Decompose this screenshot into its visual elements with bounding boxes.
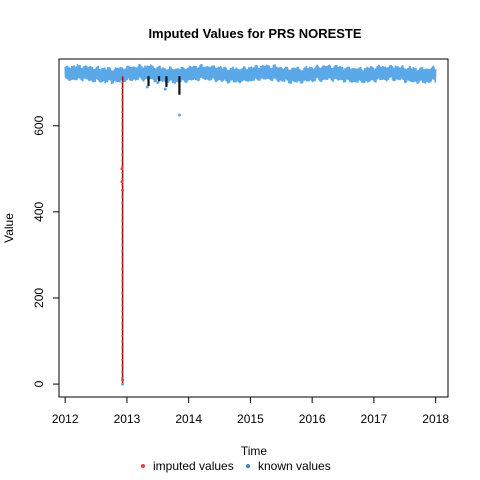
imputed-point [121,87,123,90]
imputed-point [121,153,123,156]
imputed-point [121,208,123,210]
imputed-point [121,298,123,301]
legend-known-label: known values [258,459,331,473]
imputed-point [121,220,123,222]
known-point [163,87,167,91]
imputed-point [121,177,123,180]
imputed-point [121,286,123,289]
imputed-point [121,99,123,102]
known-values-line [64,63,437,85]
imputed-point [121,159,123,162]
imputed-point [121,105,123,108]
imputed-point [121,123,123,126]
imputed-point [121,188,125,192]
imputed-point [121,274,123,276]
imputed-point [121,250,123,252]
imputed-point [121,280,123,282]
imputed-point [121,129,123,132]
chart-title: Imputed Values for PRS NORESTE [148,26,361,41]
imputed-point [121,316,123,319]
legend-imputed-label: imputed values [153,459,234,473]
legend: imputed values known values [141,459,331,473]
imputed-point [121,141,123,144]
plot-frame [58,58,449,398]
imputed-point [121,304,123,307]
imputed-point [121,292,123,295]
x-tick-label: 2015 [237,412,264,426]
imputed-point [121,75,123,78]
imputed-point [121,346,123,349]
imputed-point [121,378,125,382]
x-tick-label: 2016 [299,412,326,426]
imputed-point [121,238,123,240]
imputed-point [121,268,123,270]
imputed-point [121,117,123,120]
x-axis: 2012 2013 2014 2015 2016 2017 2018 [52,396,449,426]
imputed-point [121,214,123,216]
imputed-point [121,171,123,174]
imputed-point [121,322,123,325]
y-tick-label: 200 [32,288,46,308]
x-axis-label: Time [241,444,268,458]
imputed-point [121,370,123,373]
y-tick-label: 400 [32,202,46,222]
imputed-point [121,328,123,331]
imputed-point [121,256,123,258]
imputed-point [121,352,123,355]
imputed-point [121,358,123,361]
plot-marks [64,63,437,386]
imputed-point [120,167,124,171]
x-tick-label: 2018 [422,412,449,426]
imputed-point [121,202,123,204]
imputed-point [121,334,123,337]
y-tick-label: 600 [32,115,46,135]
imputed-point [121,111,123,114]
x-tick-label: 2014 [175,412,202,426]
y-axis: 0 200 400 600 [32,115,60,387]
x-tick-label: 2013 [114,412,141,426]
imputed-point [121,244,123,246]
legend-imputed-marker [141,464,145,468]
legend-known-marker [246,464,250,468]
imputed-point [121,376,123,379]
imputed-point [121,195,123,198]
x-tick-label: 2012 [52,412,79,426]
imputed-point [121,93,123,96]
imputed-point [120,180,124,184]
imputed-point [121,364,123,367]
imputed-point [121,81,123,84]
imputed-point [121,262,123,264]
known-point [156,81,160,85]
known-point [121,382,125,386]
imputed-point [121,340,123,343]
imputed-point [121,165,123,168]
imputed-point [121,310,123,313]
imputed-point [121,183,123,186]
imputed-point [121,232,123,234]
known-point [145,85,149,89]
imputed-point [121,147,123,150]
y-tick-label: 0 [32,380,46,387]
imputed-point [121,226,123,228]
known-point [177,113,181,117]
imputed-point [121,135,123,138]
y-axis-label: Value [2,213,16,243]
x-tick-label: 2017 [361,412,388,426]
